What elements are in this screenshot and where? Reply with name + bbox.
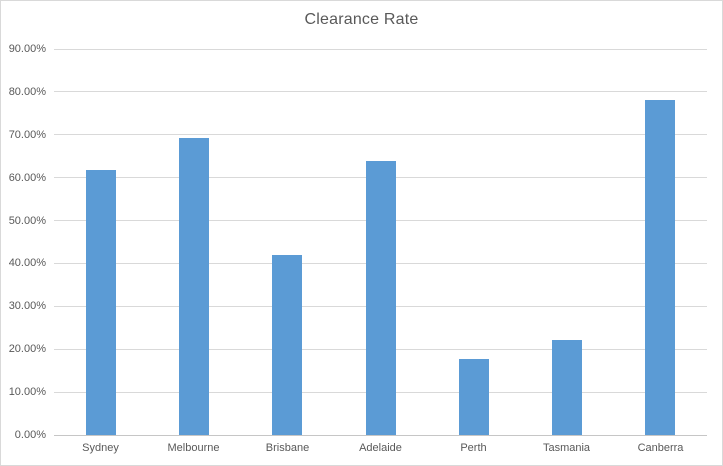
bar-tasmania bbox=[552, 340, 582, 435]
gridline bbox=[54, 134, 707, 136]
gridline bbox=[54, 48, 707, 50]
y-axis-label: 50.00% bbox=[8, 214, 46, 227]
x-axis-line bbox=[54, 434, 707, 436]
y-axis-label: 80.00% bbox=[8, 85, 46, 98]
chart-title: Clearance Rate bbox=[304, 11, 419, 28]
bar-perth bbox=[459, 359, 489, 435]
plot-area bbox=[54, 48, 707, 436]
x-axis-label-perth: Perth bbox=[460, 442, 487, 454]
gridline bbox=[54, 91, 707, 93]
x-axis-label-tasmania: Tasmania bbox=[542, 442, 591, 454]
y-axis-label: 0.00% bbox=[14, 429, 46, 441]
y-axis-label: 40.00% bbox=[8, 257, 46, 270]
y-axis-label: 90.00% bbox=[8, 43, 46, 55]
bar-adelaide bbox=[366, 161, 396, 435]
x-axis-label-melbourne: Melbourne bbox=[167, 442, 220, 454]
y-axis-label: 30.00% bbox=[8, 300, 46, 313]
y-axis-label: 60.00% bbox=[8, 171, 46, 184]
bar-sydney bbox=[86, 170, 116, 435]
y-axis-label: 70.00% bbox=[8, 128, 46, 141]
x-axis-label-adelaide: Adelaide bbox=[359, 442, 402, 454]
x-axis-label-brisbane: Brisbane bbox=[265, 442, 310, 454]
x-axis-label-canberra: Canberra bbox=[637, 442, 684, 454]
y-axis-label: 20.00% bbox=[8, 343, 46, 356]
x-axis-label-sydney: Sydney bbox=[82, 442, 119, 454]
y-axis-label: 10.00% bbox=[8, 386, 46, 399]
bar-brisbane bbox=[272, 255, 302, 435]
bar-canberra bbox=[645, 100, 675, 435]
bar-melbourne bbox=[179, 138, 209, 435]
